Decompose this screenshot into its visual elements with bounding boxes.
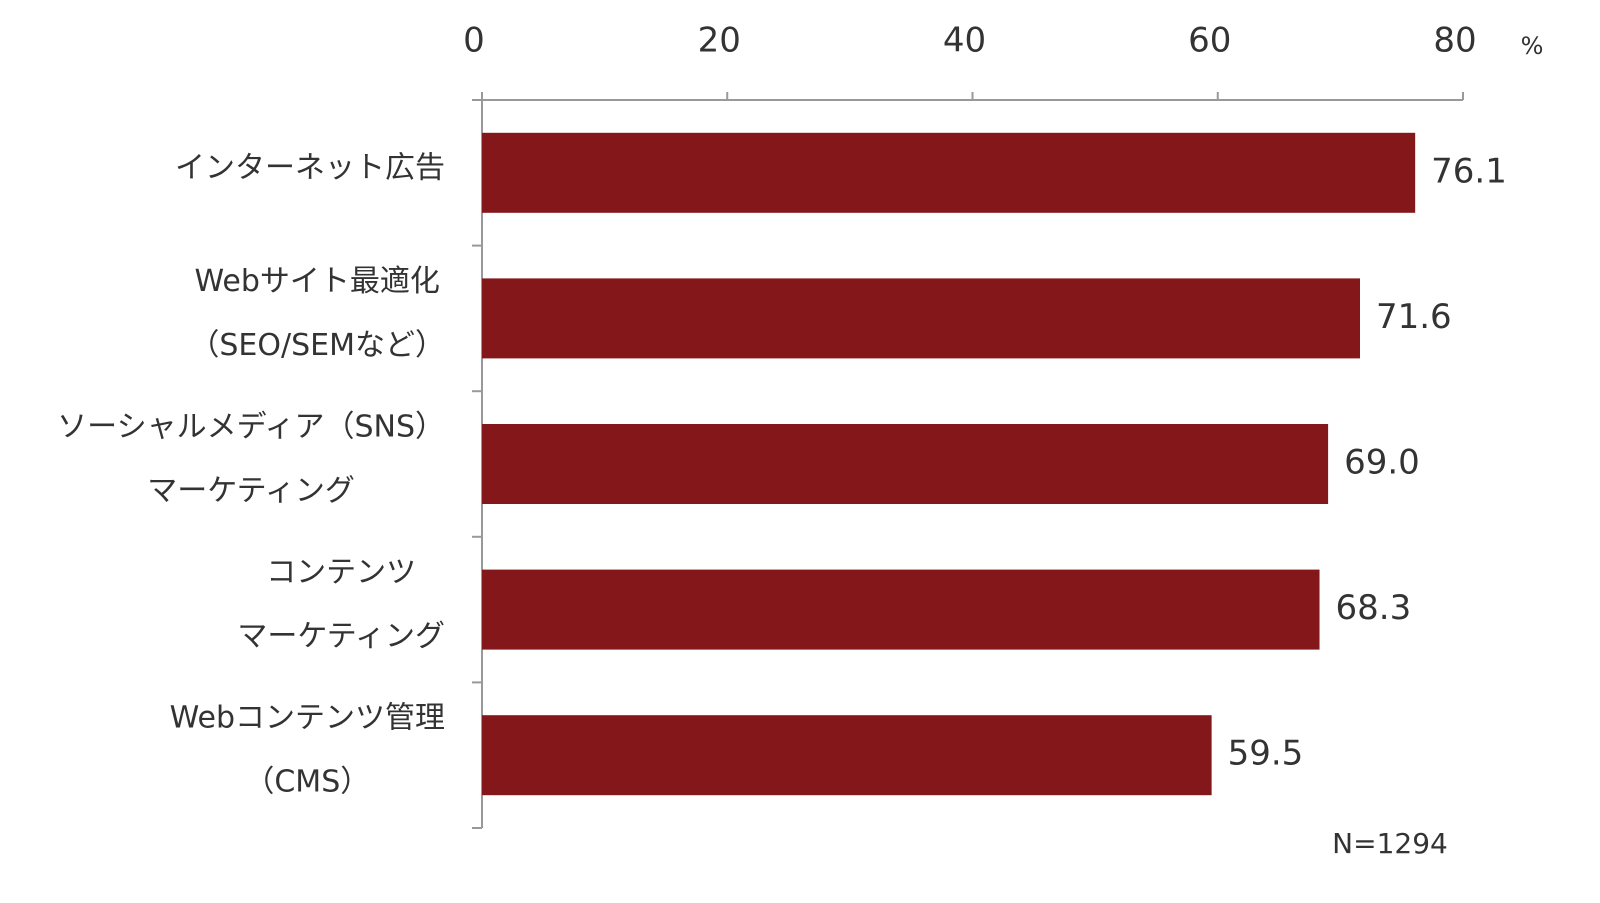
note: N=1294 (1332, 827, 1448, 860)
category-label: マーケティング (147, 474, 355, 509)
value-label: 59.5 (1228, 734, 1304, 774)
category-label: コンテンツ (266, 555, 416, 590)
x-tick-label: 80 (1433, 21, 1476, 61)
bar (482, 569, 1320, 650)
x-tick-label: 40 (943, 21, 986, 61)
category-label: Webサイト最適化 (194, 264, 439, 299)
bar (482, 424, 1329, 504)
category-label: Webコンテンツ管理 (170, 701, 445, 736)
value-label: 69.0 (1344, 443, 1420, 483)
category-label: マーケティング (237, 619, 445, 654)
category-label: インターネット広告 (175, 150, 445, 185)
category-label: ソーシャルメディア（SNS） (57, 410, 445, 445)
unit-label: % (1521, 32, 1544, 60)
bar (482, 278, 1360, 359)
x-tick-label: 60 (1188, 21, 1231, 61)
value-label: 71.6 (1376, 297, 1452, 337)
bar (482, 132, 1416, 213)
category-label: （CMS） (244, 765, 370, 800)
value-label: 76.1 (1431, 151, 1507, 191)
x-tick-label: 0 (463, 21, 485, 61)
category-label: （SEO/SEMなど） (189, 328, 445, 363)
bar (482, 715, 1212, 796)
x-tick-label: 20 (698, 21, 741, 61)
value-label: 68.3 (1336, 588, 1412, 628)
